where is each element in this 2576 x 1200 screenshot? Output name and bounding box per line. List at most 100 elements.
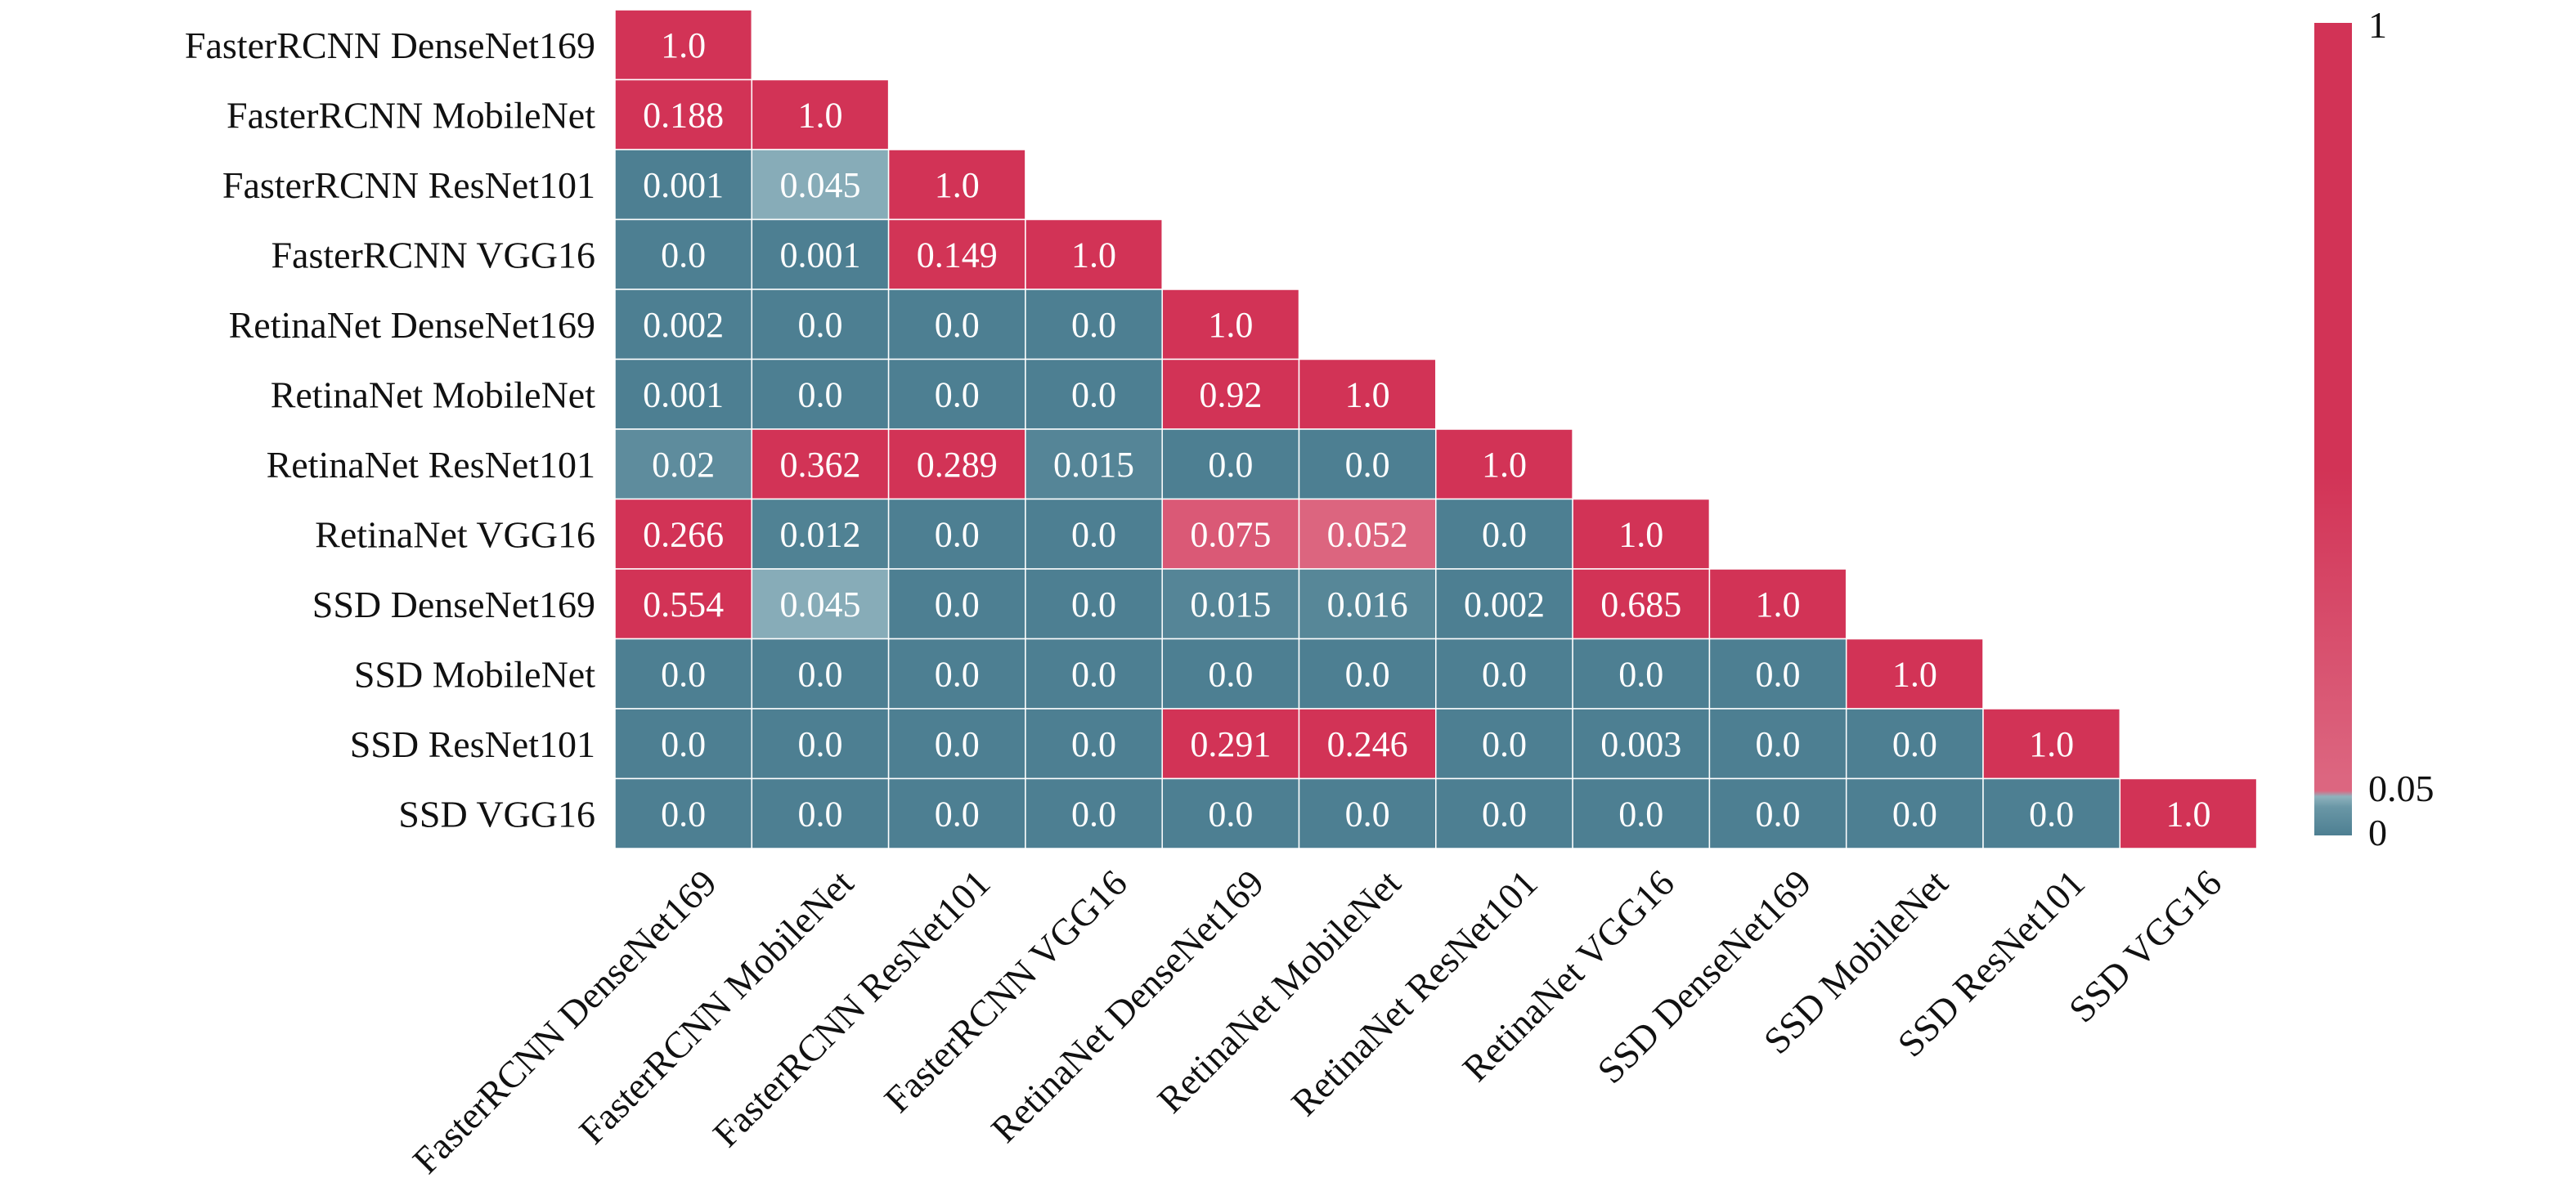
heatmap-cell [887, 149, 1026, 221]
cell-value-label: 0.015 [1053, 445, 1134, 485]
heatmap-cell [1708, 777, 1847, 849]
cell-value-label: 0.0 [1208, 794, 1253, 834]
cell-value-label: 0.001 [643, 374, 724, 414]
cell-value-label: 1.0 [2029, 724, 2074, 764]
cell-value-label: 0.0 [1345, 794, 1390, 834]
heatmap-cell [1025, 568, 1163, 640]
cell-value-label: 0.0 [1482, 724, 1527, 764]
cell-value-label: 0.045 [779, 165, 860, 205]
heatmap-cell [1435, 777, 1573, 849]
row-label: FasterRCNN MobileNet [227, 94, 595, 136]
cell-value-label: 0.0 [1756, 794, 1801, 834]
cell-value-label: 0.002 [643, 305, 724, 345]
heatmap-cell [1298, 777, 1437, 849]
heatmap-cell [2119, 777, 2258, 849]
cell-value-label: 0.188 [643, 95, 724, 135]
cell-value-label: 1.0 [1618, 514, 1663, 554]
row-label: SSD DenseNet169 [312, 584, 595, 625]
column-label: FasterRCNN MobileNet [571, 862, 861, 1152]
cell-value-label: 0.016 [1327, 584, 1408, 625]
cell-value-label: 1.0 [1756, 584, 1801, 625]
column-label: RetinaNet ResNet101 [1283, 862, 1546, 1124]
cell-value-label: 0.075 [1190, 514, 1271, 554]
cell-value-label: 0.0 [935, 724, 980, 764]
heatmap-cell [614, 358, 753, 430]
cell-value-label: 0.0 [1071, 584, 1116, 625]
heatmap-cell [1298, 428, 1437, 500]
cell-value-label: 0.0 [935, 374, 980, 414]
row-label: FasterRCNN DenseNet169 [185, 25, 595, 66]
cell-value-label: 0.0 [797, 724, 842, 764]
heatmap-cell [1025, 777, 1163, 849]
heatmap-cell [1161, 777, 1300, 849]
row-label: SSD MobileNet [354, 653, 595, 695]
colorbar-tick-label: 0.05 [2368, 768, 2435, 809]
heatmap-cell [614, 777, 753, 849]
cell-value-label: 0.0 [935, 514, 980, 554]
column-label: RetinaNet MobileNet [1149, 862, 1408, 1121]
cell-value-label: 0.0 [797, 305, 842, 345]
heatmap-cell [614, 78, 753, 150]
heatmap-cell [1845, 777, 1984, 849]
cell-value-label: 0.0 [1345, 445, 1390, 485]
heatmap-cell [614, 568, 753, 640]
heatmap-cell [1161, 358, 1300, 430]
cell-value-label: 0.0 [1208, 654, 1253, 694]
heatmap-cell [1298, 568, 1437, 640]
cell-value-label: 1.0 [1892, 654, 1937, 694]
heatmap-cell [887, 638, 1026, 710]
column-label: RetinaNet DenseNet169 [983, 862, 1272, 1150]
cell-value-label: 1.0 [1071, 235, 1116, 275]
row-label: RetinaNet DenseNet169 [229, 304, 595, 346]
heatmap-cell [1435, 568, 1573, 640]
cell-value-label: 0.052 [1327, 514, 1408, 554]
cell-value-label: 0.0 [1618, 794, 1663, 834]
heatmap-cell [751, 638, 890, 710]
cell-value-label: 1.0 [2165, 794, 2210, 834]
row-label: SSD ResNet101 [350, 723, 595, 765]
heatmap-cell [1572, 777, 1711, 849]
heatmap-cell [1845, 638, 1984, 710]
heatmap-cell [1161, 289, 1300, 360]
row-label: RetinaNet VGG16 [315, 513, 595, 555]
heatmap-cell [887, 289, 1026, 360]
heatmap-cell [751, 289, 890, 360]
row-label: RetinaNet MobileNet [271, 374, 596, 415]
heatmap-cell [1298, 638, 1437, 710]
cell-value-label: 0.012 [779, 514, 860, 554]
cell-value-label: 0.0 [1482, 654, 1527, 694]
cell-value-label: 0.0 [1892, 794, 1937, 834]
heatmap-cell [1435, 428, 1573, 500]
cell-value-label: 0.291 [1190, 724, 1271, 764]
cell-value-label: 0.0 [1071, 654, 1116, 694]
cell-value-label: 0.0 [1071, 724, 1116, 764]
heatmap-cell [1435, 498, 1573, 570]
cell-value-label: 0.0 [1482, 794, 1527, 834]
cell-value-label: 1.0 [797, 95, 842, 135]
heatmap-cell [1982, 777, 2121, 849]
colorbar-bar [2314, 23, 2352, 835]
cell-value-label: 1.0 [1208, 305, 1253, 345]
heatmap-cell [751, 428, 890, 500]
cell-value-label: 0.0 [1208, 445, 1253, 485]
heatmap-cell [1982, 708, 2121, 780]
cell-value-label: 0.02 [652, 445, 715, 485]
row-label: SSD VGG16 [398, 793, 595, 835]
row-label: FasterRCNN VGG16 [271, 234, 595, 275]
cell-value-label: 0.0 [1892, 724, 1937, 764]
cell-value-label: 0.289 [917, 445, 998, 485]
cell-value-label: 0.0 [1071, 374, 1116, 414]
cell-value-label: 0.0 [797, 654, 842, 694]
heatmap-cell [751, 568, 890, 640]
cell-value-label: 0.002 [1464, 584, 1545, 625]
heatmap-cell [614, 149, 753, 221]
cell-value-label: 0.0 [797, 794, 842, 834]
heatmap-cell [1161, 638, 1300, 710]
cell-value-label: 0.0 [1071, 305, 1116, 345]
heatmap-cell [1708, 568, 1847, 640]
cell-value-label: 0.0 [935, 794, 980, 834]
cell-value-label: 0.0 [661, 724, 706, 764]
row-label: FasterRCNN ResNet101 [222, 164, 595, 206]
heatmap-cell [1025, 218, 1163, 290]
cell-value-label: 0.0 [935, 654, 980, 694]
